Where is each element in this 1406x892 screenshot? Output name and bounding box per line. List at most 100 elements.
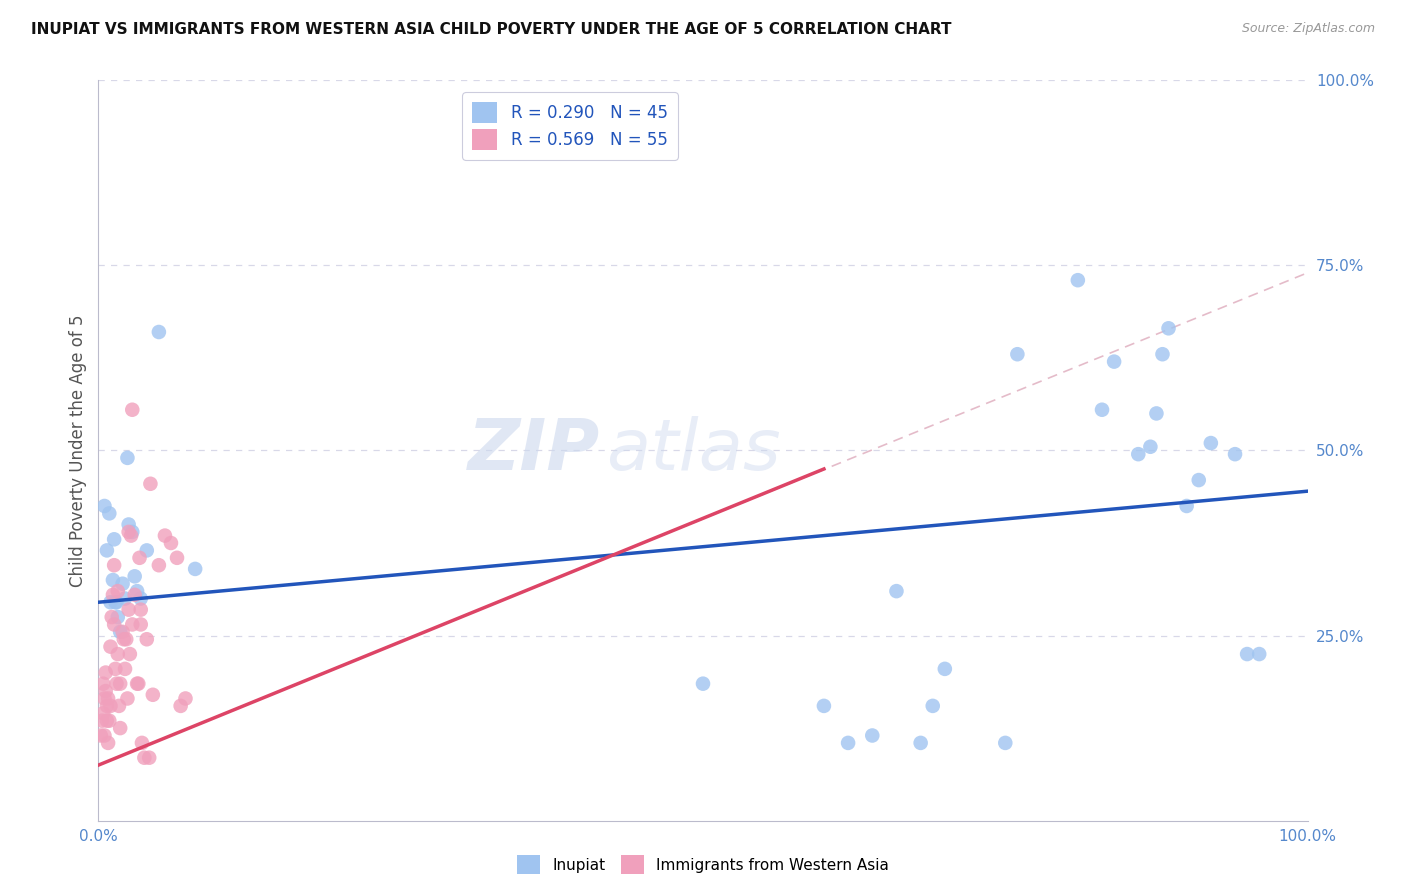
Point	[103, 533, 125, 547]
Point	[837, 736, 859, 750]
Point	[111, 624, 134, 639]
Point	[1091, 402, 1114, 417]
Point	[98, 507, 121, 521]
Point	[111, 576, 134, 591]
Point	[1128, 447, 1150, 461]
Point	[813, 698, 835, 713]
Point	[101, 573, 124, 587]
Point	[117, 450, 139, 465]
Point	[134, 750, 156, 764]
Point	[124, 588, 146, 602]
Point	[135, 632, 157, 647]
Point	[117, 691, 139, 706]
Point	[104, 595, 127, 609]
Point	[108, 624, 131, 639]
Point	[129, 602, 152, 616]
Point	[1139, 440, 1161, 454]
Point	[934, 662, 956, 676]
Point	[103, 617, 125, 632]
Point	[1102, 354, 1125, 368]
Point	[1157, 321, 1180, 335]
Point	[994, 736, 1017, 750]
Point	[118, 602, 141, 616]
Point	[108, 721, 131, 735]
Point	[121, 617, 143, 632]
Point	[139, 476, 162, 491]
Text: Source: ZipAtlas.com: Source: ZipAtlas.com	[1241, 22, 1375, 36]
Point	[114, 591, 136, 606]
Point	[138, 750, 160, 764]
Point	[124, 569, 146, 583]
Point	[96, 698, 118, 713]
Point	[100, 640, 122, 654]
Point	[886, 584, 908, 599]
Point	[1146, 407, 1168, 421]
Point	[860, 729, 883, 743]
Point	[128, 550, 150, 565]
Point	[142, 688, 165, 702]
Legend: Inupiat, Immigrants from Western Asia: Inupiat, Immigrants from Western Asia	[512, 849, 894, 880]
Point	[112, 632, 135, 647]
Point	[94, 684, 117, 698]
Point	[91, 706, 114, 721]
Legend: R = 0.290   N = 45, R = 0.569   N = 55: R = 0.290 N = 45, R = 0.569 N = 55	[463, 92, 678, 160]
Point	[127, 584, 149, 599]
Point	[101, 588, 124, 602]
Point	[118, 647, 141, 661]
Point	[135, 543, 157, 558]
Point	[91, 714, 114, 728]
Point	[129, 617, 152, 632]
Point	[120, 528, 142, 542]
Point	[107, 584, 129, 599]
Point	[131, 736, 153, 750]
Point	[107, 610, 129, 624]
Point	[97, 736, 120, 750]
Point	[121, 524, 143, 539]
Point	[1152, 347, 1174, 361]
Point	[100, 610, 122, 624]
Point	[108, 676, 131, 690]
Point	[692, 676, 714, 690]
Text: atlas: atlas	[606, 416, 780, 485]
Point	[114, 662, 136, 676]
Point	[1223, 447, 1246, 461]
Point	[148, 325, 170, 339]
Point	[93, 499, 115, 513]
Point	[115, 632, 138, 647]
Point	[90, 729, 112, 743]
Point	[96, 543, 118, 558]
Point	[97, 691, 120, 706]
Point	[910, 736, 932, 750]
Point	[108, 698, 131, 713]
Point	[118, 524, 141, 539]
Point	[96, 714, 118, 728]
Point	[184, 562, 207, 576]
Point	[127, 676, 149, 690]
Point	[100, 595, 122, 609]
Point	[98, 714, 121, 728]
Point	[1007, 347, 1029, 361]
Point	[127, 676, 149, 690]
Point	[1236, 647, 1258, 661]
Point	[1249, 647, 1271, 661]
Point	[103, 558, 125, 573]
Point	[105, 676, 128, 690]
Text: INUPIAT VS IMMIGRANTS FROM WESTERN ASIA CHILD POVERTY UNDER THE AGE OF 5 CORRELA: INUPIAT VS IMMIGRANTS FROM WESTERN ASIA …	[31, 22, 952, 37]
Point	[1067, 273, 1090, 287]
Point	[1199, 436, 1222, 450]
Y-axis label: Child Poverty Under the Age of 5: Child Poverty Under the Age of 5	[69, 314, 87, 587]
Point	[921, 698, 943, 713]
Point	[104, 662, 127, 676]
Point	[107, 647, 129, 661]
Point	[160, 536, 183, 550]
Point	[100, 698, 122, 713]
Point	[1175, 499, 1198, 513]
Point	[105, 595, 128, 609]
Point	[1188, 473, 1211, 487]
Point	[118, 517, 141, 532]
Point	[148, 558, 170, 573]
Point	[93, 729, 115, 743]
Point	[153, 528, 176, 542]
Point	[169, 698, 191, 713]
Point	[94, 665, 117, 680]
